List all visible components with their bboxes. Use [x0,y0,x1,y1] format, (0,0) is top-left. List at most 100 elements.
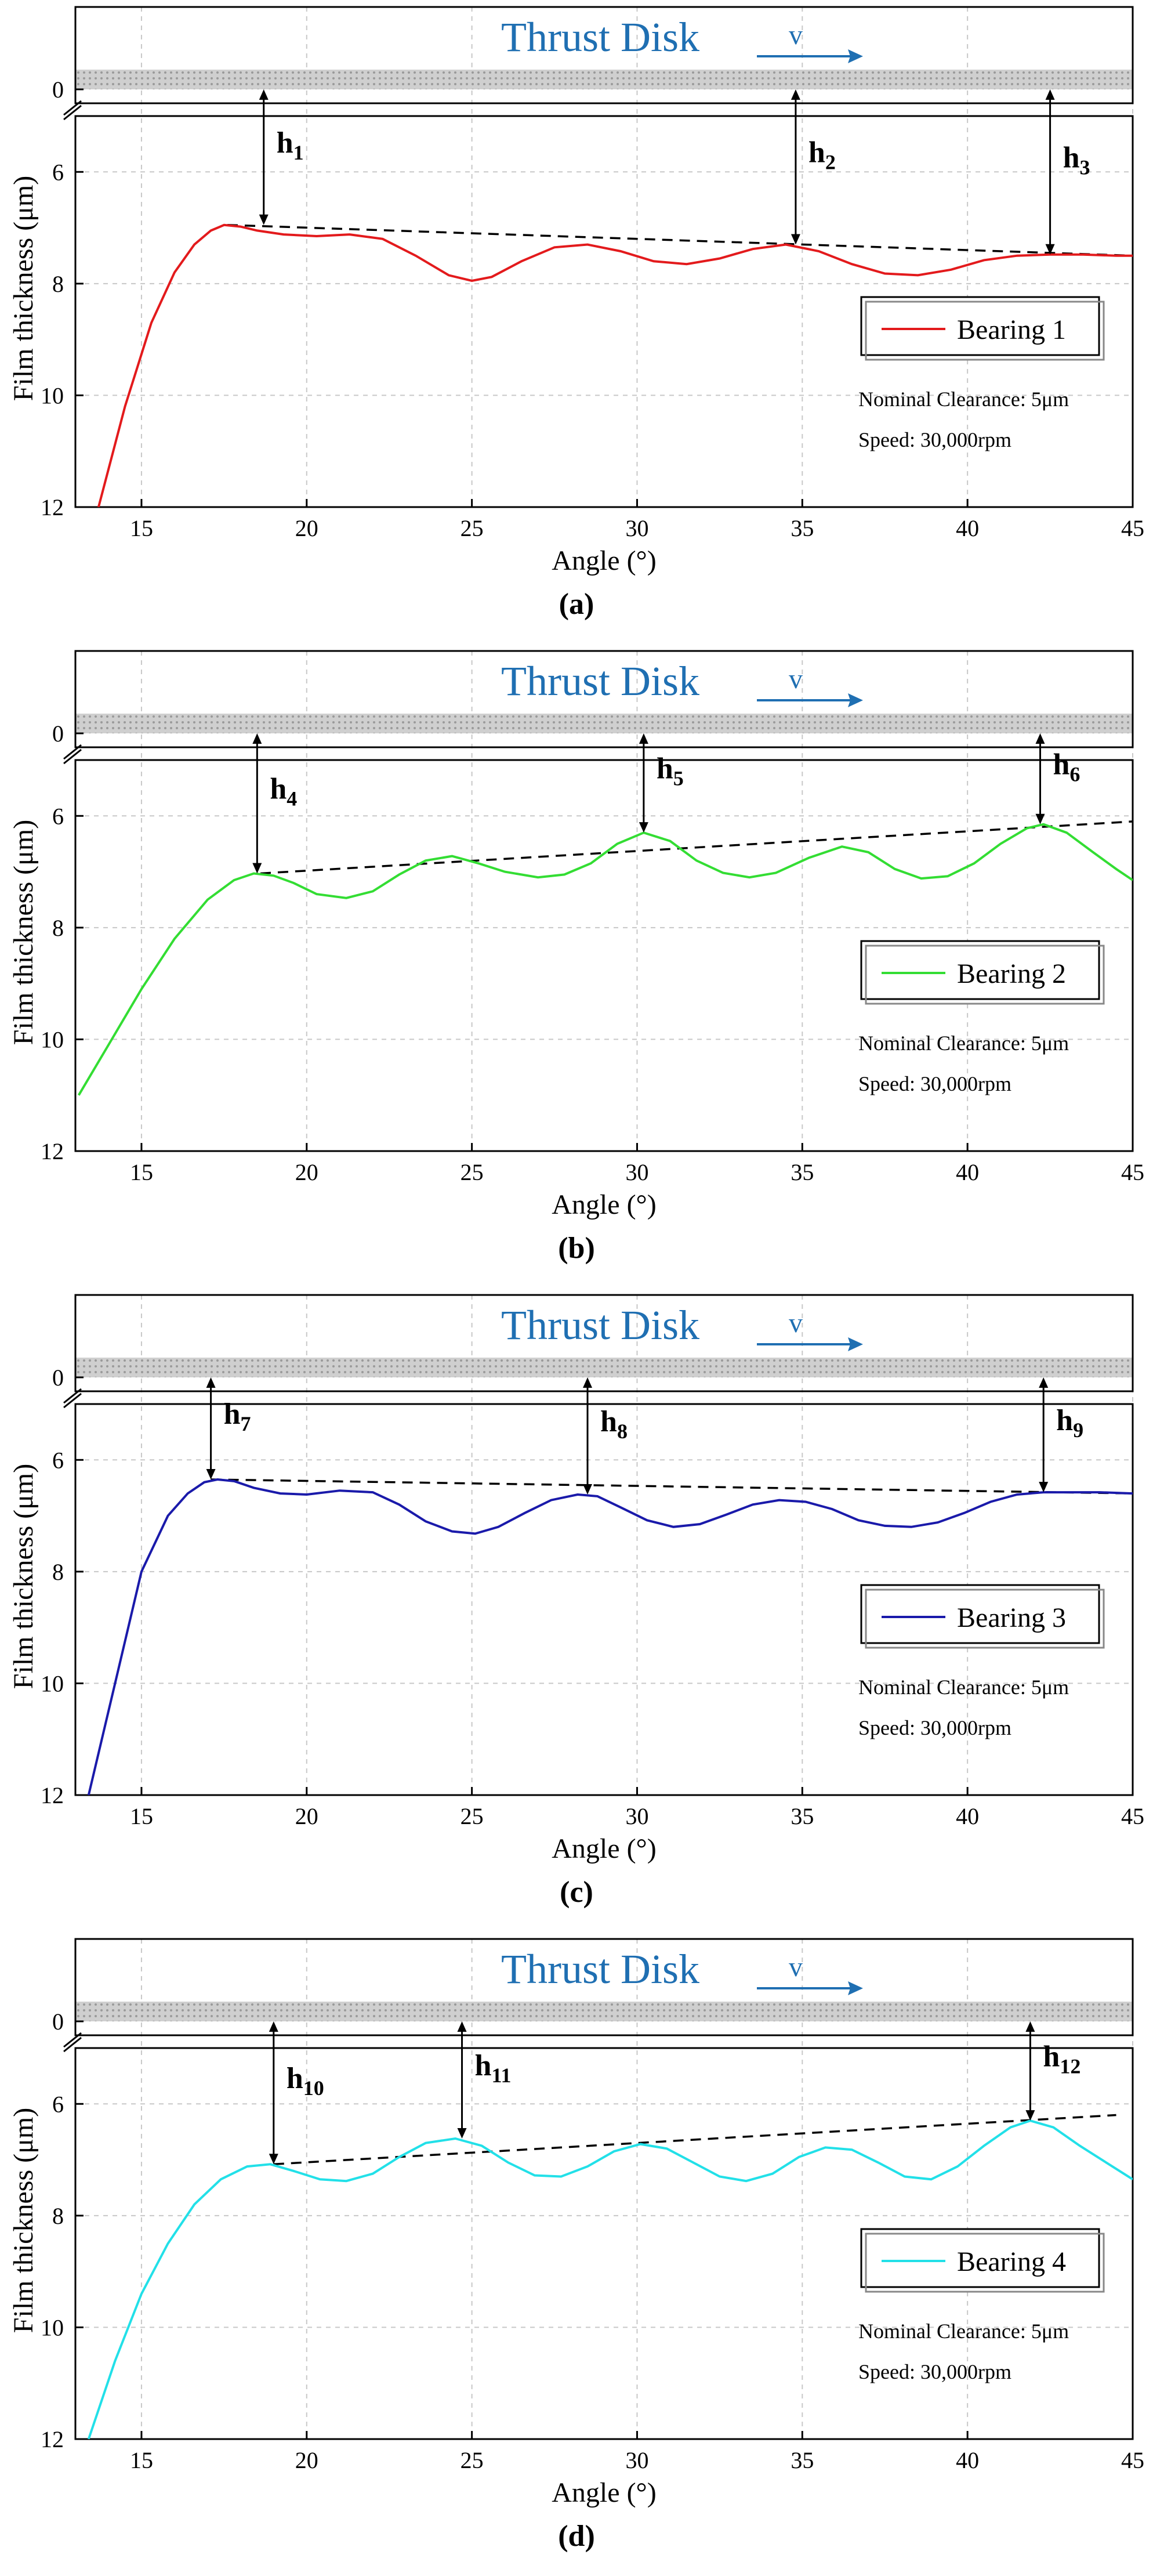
y-tick-label: 8 [52,915,64,941]
axis-break-mark [63,1392,82,1409]
clearance-label: h2 [808,136,836,174]
clearance-arrow-head [791,234,800,245]
y-tick-label: 0 [52,721,64,747]
clearance-label: h11 [475,2049,512,2087]
clearance-label-subscript: 3 [1080,155,1090,179]
y-tick-label: 10 [41,382,64,408]
x-tick-label: 30 [625,515,648,541]
annotation-note: Speed: 30,000rpm [858,1716,1011,1739]
y-tick-label: 8 [52,1559,64,1585]
legend-label: Bearing 1 [957,314,1066,345]
annotation-note: Nominal Clearance: 5μm [858,1032,1069,1055]
y-tick-label: 12 [41,1782,64,1808]
x-tick-label: 20 [295,515,318,541]
y-tick-label: 8 [52,271,64,297]
legend-label: Bearing 3 [957,1602,1066,1633]
axis-break-mark [63,100,82,116]
thrust-disk-surface [75,2002,1133,2021]
legend-label: Bearing 2 [957,958,1066,989]
clearance-arrow-head [583,1377,593,1388]
x-tick-label: 15 [130,2447,153,2473]
clearance-arrow-head [583,1484,593,1495]
thrust-disk-surface [75,714,1133,733]
clearance-arrow-head [457,2021,467,2032]
x-tick-label: 40 [956,515,979,541]
annotation-note: Speed: 30,000rpm [858,428,1011,451]
clearance-arrow-head [259,214,269,225]
clearance-label-subscript: 1 [293,141,304,164]
series-line [97,223,1133,507]
y-tick-label: 6 [52,1447,64,1473]
y-tick-label: 10 [41,1026,64,1052]
minimum-film-envelope [211,1478,1133,1495]
x-tick-label: 15 [130,515,153,541]
x-tick-label: 20 [295,1803,318,1829]
clearance-arrow-head [206,1468,216,1479]
upper-axis-frame [74,1294,1134,1392]
chart-panel-2: 0 6 8 10 12 15 20 25 30 35 40 45 Angle (°) Film thick… [0,644,1153,1288]
chart-panel-1: 0 6 8 10 12 15 20 25 30 35 40 45 Angle (°) Film thick… [0,0,1153,644]
annotation-note: Speed: 30,000rpm [858,2360,1011,2383]
x-tick-label: 45 [1121,1159,1144,1185]
axis-break-mark [63,2036,82,2053]
clearance-arrow-head [1035,813,1045,824]
legend-box [860,1584,1100,1644]
thrust-disk-label: Thrust Disk [501,14,699,60]
clearance-arrow-head [206,1377,216,1388]
y-axis-label: Film thickness (μm) [8,1464,39,1689]
x-tick-label: 30 [625,1159,648,1185]
clearance-arrow-head [1025,2021,1035,2032]
clearance-label-subscript: 4 [287,787,297,811]
clearance-label: h9 [1056,1404,1083,1442]
x-tick-label: 35 [791,2447,814,2473]
panel-caption: (c) [560,1876,593,1909]
series-line [87,1478,1133,1795]
upper-axis-frame [74,6,1134,104]
legend-shadow [865,301,1105,361]
velocity-arrow-head [848,1337,863,1351]
x-tick-label: 45 [1121,2447,1144,2473]
thrust-disk-label: Thrust Disk [501,658,699,704]
clearance-arrow-head [1039,1482,1049,1493]
x-tick-label: 25 [461,1803,484,1829]
clearance-arrow-head [1025,2110,1035,2121]
thrust-disk-surface [75,1358,1133,1377]
axis-break-mark [63,744,82,760]
annotation-note: Nominal Clearance: 5μm [858,1676,1069,1699]
x-tick-label: 30 [625,2447,648,2473]
x-axis-label: Angle (°) [552,1833,656,1864]
axis-break-mark [63,104,82,121]
clearance-arrow-head [252,733,262,744]
clearance-arrow-head [1039,1377,1049,1388]
panel-caption: (d) [558,2520,595,2553]
velocity-label: v [789,20,803,50]
series-line [77,823,1133,1096]
x-axis-label: Angle (°) [552,2477,656,2508]
x-tick-label: 20 [295,1159,318,1185]
x-tick-label: 35 [791,515,814,541]
clearance-arrow-head [639,733,648,744]
clearance-label: h12 [1043,2040,1081,2078]
legend-box [860,940,1100,1000]
y-axis-label: Film thickness (μm) [8,2108,39,2333]
x-axis-label: Angle (°) [552,545,656,576]
x-tick-label: 25 [461,515,484,541]
y-tick-label: 12 [41,494,64,520]
thrust-disk-surface [75,70,1133,89]
x-tick-label: 45 [1121,1803,1144,1829]
y-tick-label: 0 [52,77,64,103]
axis-break-mark [63,1388,82,1404]
clearance-arrow-head [1045,89,1055,100]
y-tick-label: 10 [41,1670,64,1696]
y-tick-label: 6 [52,803,64,829]
thrust-disk-label: Thrust Disk [501,1302,699,1348]
x-tick-label: 25 [461,2447,484,2473]
axis-break-mark [63,748,82,765]
clearance-label: h1 [277,126,304,164]
y-tick-label: 6 [52,159,64,185]
clearance-label: h10 [287,2062,324,2100]
velocity-label: v [789,1308,803,1338]
